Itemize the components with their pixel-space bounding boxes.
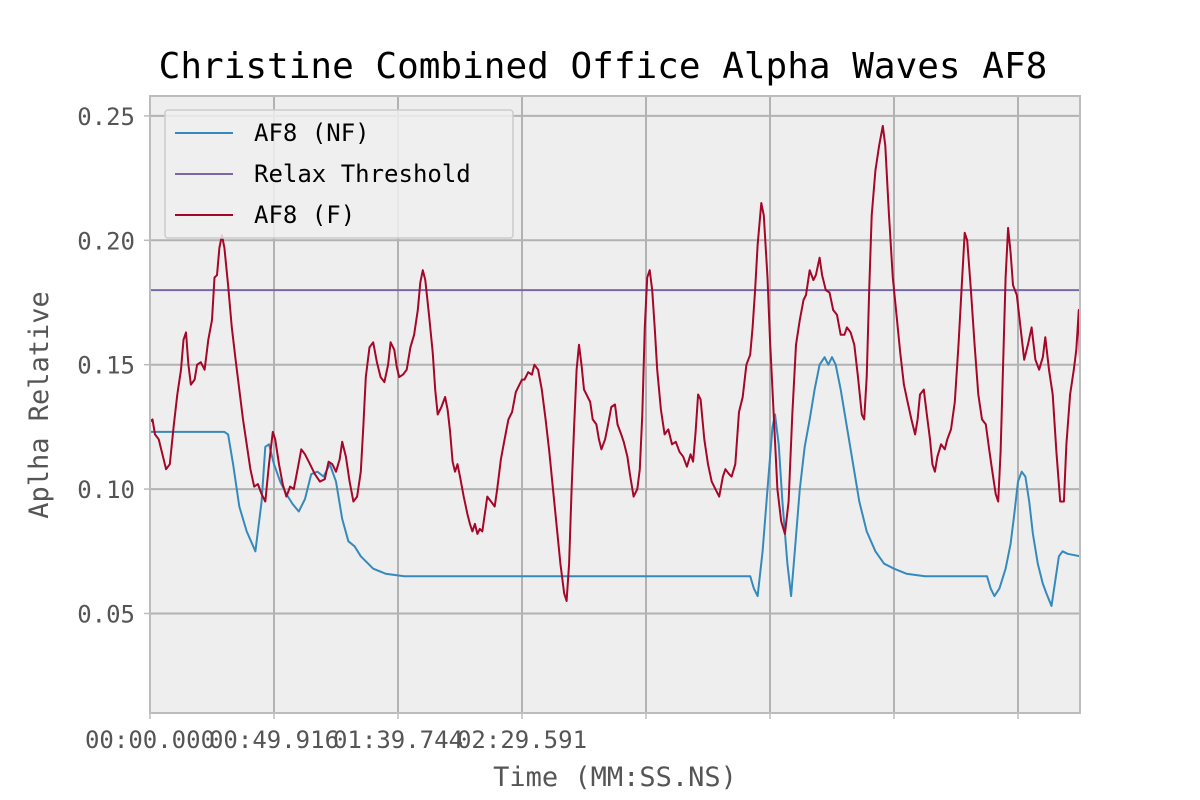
series-lines [150, 124, 1080, 607]
y-tick-label: 0.15 [77, 352, 135, 380]
legend-box [164, 109, 514, 239]
y-axis-label: Aplha Relative [24, 291, 55, 519]
y-tick-label: 0.20 [77, 227, 135, 255]
legend-label: Relax Threshold [254, 160, 471, 188]
y-tick-label: 0.25 [77, 103, 135, 131]
legend: AF8 (NF) Relax Threshold AF8 (F) [164, 109, 514, 239]
y-tick-label: 0.10 [77, 476, 135, 504]
x-tick-label: 01:39.744 [333, 726, 463, 754]
series-line-af8-f [150, 124, 1080, 602]
legend-label: AF8 (F) [254, 201, 355, 229]
series-line-af8-nf [150, 356, 1080, 607]
y-axis-ticks: 0.05 0.10 0.15 0.20 0.25 [77, 103, 150, 628]
x-tick-label: 02:29.591 [457, 726, 587, 754]
legend-label: AF8 (NF) [254, 119, 370, 147]
y-tick-label: 0.05 [77, 600, 135, 628]
x-tick-label: 00:49.916 [209, 726, 339, 754]
plot-area-border [149, 95, 1081, 714]
x-axis-label: Time (MM:SS.NS) [493, 762, 737, 793]
x-tick-label: 00:00.000 [85, 726, 215, 754]
chart-title: Christine Combined Office Alpha Waves AF… [159, 46, 1048, 87]
legend-items: AF8 (NF) Relax Threshold AF8 (F) [175, 119, 471, 229]
